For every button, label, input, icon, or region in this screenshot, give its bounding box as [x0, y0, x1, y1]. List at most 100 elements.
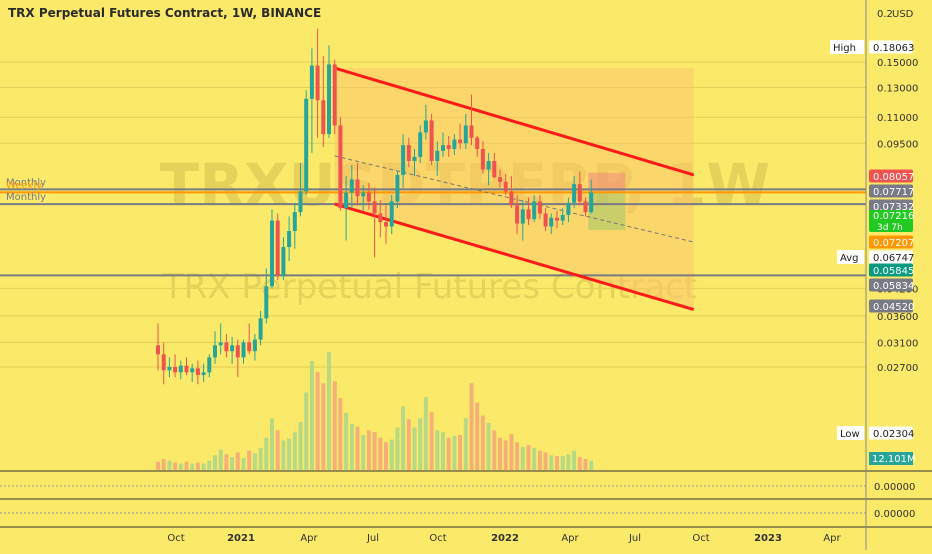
volume-bar — [195, 462, 200, 470]
candle-body — [355, 179, 360, 197]
candle-body — [401, 145, 406, 175]
time-tick-label: 2021 — [227, 533, 255, 544]
volume-bar — [361, 434, 366, 470]
volume-bar — [241, 458, 246, 470]
volume-bar — [532, 447, 537, 470]
time-tick-label: Apr — [561, 533, 579, 544]
candle-body — [309, 65, 314, 99]
volume-bar — [178, 463, 183, 470]
candle-body — [201, 372, 206, 376]
candle-body — [235, 345, 240, 358]
candle-body — [526, 209, 531, 220]
price-label-box — [869, 210, 913, 232]
price-label-value: 0.05845 — [873, 266, 914, 277]
candle-body — [458, 139, 463, 144]
price-tick-label: 0.15000 — [877, 58, 918, 69]
lower-pane-tick: 0.00000 — [874, 509, 915, 520]
candle-body — [475, 137, 480, 149]
volume-bar — [252, 453, 257, 470]
price-label-value: 0.02304 — [873, 429, 914, 440]
volume-bar — [230, 457, 235, 470]
volume-bar — [446, 437, 451, 470]
volume-bar — [292, 432, 297, 470]
candle-body — [349, 179, 354, 193]
candle-body — [509, 191, 514, 206]
candle-body — [441, 145, 445, 151]
volume-bar — [304, 392, 309, 470]
candle-body — [452, 139, 457, 149]
volume-bar — [156, 461, 160, 470]
price-tick-label: 0.13000 — [877, 83, 918, 94]
time-tick-label: Apr — [300, 533, 318, 544]
level-label: Weekly — [6, 180, 42, 191]
volume-bar — [423, 397, 428, 470]
candle-body — [264, 286, 269, 319]
volume-bar — [406, 419, 411, 470]
volume-bar — [526, 445, 531, 470]
candle-body — [258, 318, 263, 340]
volume-bar — [389, 439, 394, 470]
volume-bar — [401, 406, 406, 470]
volume-bar — [583, 458, 588, 470]
volume-bar — [549, 455, 554, 470]
price-label-value: 0.18063 — [873, 43, 914, 54]
volume-bar — [412, 427, 417, 470]
candle-body — [218, 342, 223, 346]
volume-bar — [247, 450, 252, 470]
candle-body — [372, 201, 377, 214]
volume-bar — [287, 438, 292, 470]
candle-body — [315, 65, 320, 101]
candle-body — [156, 345, 160, 355]
volume-bar — [372, 432, 377, 470]
time-tick-label: Oct — [429, 533, 446, 544]
candle-body — [298, 191, 303, 213]
channel-midline — [334, 155, 694, 243]
price-label-value: 0.06747 — [873, 253, 914, 264]
candle-body — [287, 231, 292, 248]
volume-bar — [566, 454, 571, 470]
volume-bar — [213, 455, 217, 470]
candle-body — [429, 120, 434, 161]
level-label: Monthly — [6, 192, 46, 203]
lower-pane-tick: 0.00000 — [874, 482, 915, 493]
candle-body — [378, 213, 383, 223]
candle-body — [207, 357, 212, 373]
chart-title: TRX Perpetual Futures Contract, 1W, BINA… — [8, 6, 322, 20]
volume-bar — [201, 463, 206, 470]
currency-label: USD — [892, 9, 914, 20]
candle-body — [344, 192, 349, 209]
candle-body — [395, 174, 400, 202]
price-label-box — [869, 426, 913, 440]
candle-body — [161, 354, 166, 371]
volume-bar — [258, 447, 263, 470]
volume-bar — [281, 440, 286, 470]
volume-bar — [378, 437, 383, 470]
price-label-value: 0.07332 — [873, 202, 914, 213]
volume-bar — [543, 452, 548, 470]
candle-body — [566, 202, 571, 215]
volume-bar — [366, 430, 371, 470]
candle-body — [555, 217, 559, 221]
price-label-box — [869, 40, 913, 54]
volume-bar — [184, 461, 189, 470]
volume-bar — [577, 457, 582, 470]
volume-bar — [480, 415, 485, 470]
volume-bar — [309, 361, 314, 470]
candle-body — [366, 192, 371, 202]
stop-zone — [588, 172, 626, 193]
price-label-value: 0.07207 — [873, 238, 914, 249]
candle-body — [241, 342, 246, 358]
volume-bar — [224, 454, 229, 470]
volume-bar — [429, 411, 434, 470]
price-label-box — [869, 263, 913, 277]
volume-bar — [509, 434, 514, 470]
candle-body — [423, 120, 428, 133]
candle-body — [275, 220, 280, 276]
volume-bar — [321, 383, 326, 470]
volume-bar — [452, 435, 457, 470]
volume-bar — [235, 452, 240, 470]
candle-body — [515, 205, 520, 224]
volume-bar — [469, 383, 474, 470]
